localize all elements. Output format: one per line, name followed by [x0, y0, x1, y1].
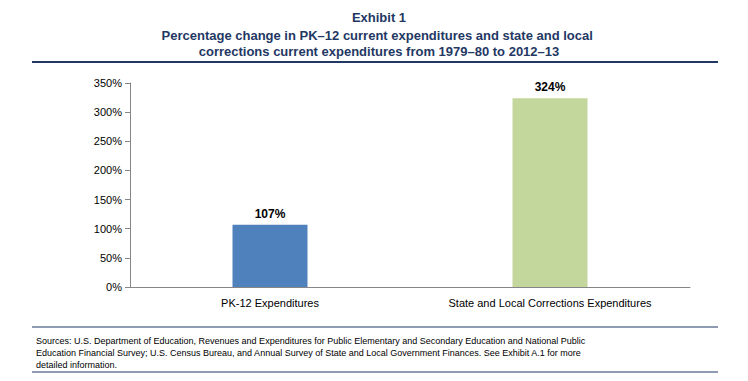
svg-text:250%: 250%: [94, 135, 122, 147]
svg-text:Exhibit 1: Exhibit 1: [352, 10, 406, 25]
svg-text:0%: 0%: [106, 281, 122, 293]
svg-text:300%: 300%: [94, 106, 122, 118]
svg-text:Sources: U.S. Department of Ed: Sources: U.S. Department of Education, R…: [36, 336, 588, 346]
svg-text:corrections current expenditur: corrections current expenditures from 19…: [199, 44, 560, 59]
svg-text:150%: 150%: [94, 194, 122, 206]
svg-text:107%: 107%: [255, 207, 286, 221]
svg-text:350%: 350%: [94, 77, 122, 89]
svg-text:PK-12 Expenditures: PK-12 Expenditures: [221, 297, 319, 309]
svg-text:324%: 324%: [535, 80, 566, 94]
svg-text:Education Financial Survey; U.: Education Financial Survey; U.S. Census …: [36, 348, 583, 358]
svg-text:State and Local Corrections Ex: State and Local Corrections Expenditures: [448, 297, 652, 309]
svg-text:100%: 100%: [94, 223, 122, 235]
svg-text:Percentage change in PK–12 cur: Percentage change in PK–12 current expen…: [162, 28, 597, 43]
svg-text:200%: 200%: [94, 164, 122, 176]
svg-text:detailed information.: detailed information.: [36, 360, 117, 370]
svg-text:50%: 50%: [100, 252, 122, 264]
